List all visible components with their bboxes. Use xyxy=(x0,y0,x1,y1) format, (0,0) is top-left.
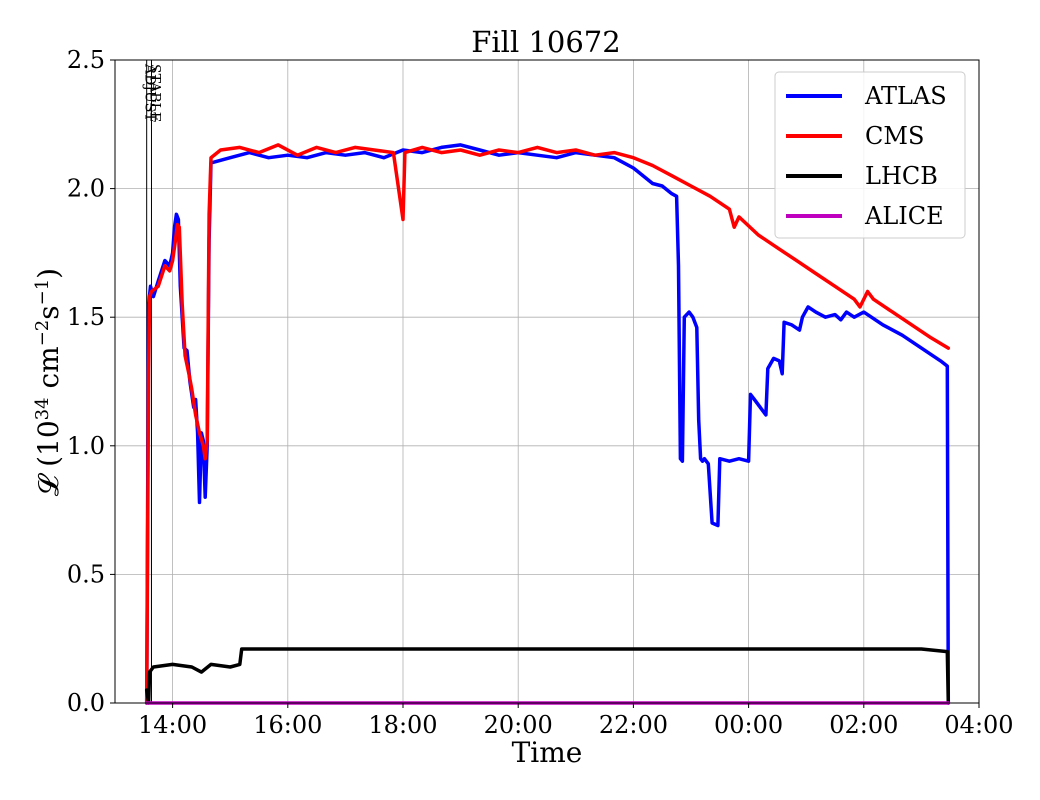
plot-frame xyxy=(114,59,980,704)
legend-label-alice: ALICE xyxy=(864,202,944,230)
x-tick-label: 00:00 xyxy=(714,711,783,739)
y-tick-label: 1.0 xyxy=(67,432,105,460)
x-tick-label: 18:00 xyxy=(368,711,437,739)
x-tick-label: 20:00 xyxy=(484,711,553,739)
legend: ATLAS CMS LHCB ALICE xyxy=(774,71,966,239)
x-tick-label: 02:00 xyxy=(829,711,898,739)
phase-marker-label: STABLE xyxy=(146,64,162,122)
series-line-cms xyxy=(144,143,951,705)
legend-frame xyxy=(774,71,966,239)
legend-label-cms: CMS xyxy=(865,122,924,150)
x-tick-label: 14:00 xyxy=(138,711,207,739)
x-tick-label: 16:00 xyxy=(253,711,322,739)
legend-label-lhcb: LHCB xyxy=(865,162,938,190)
x-tick-label: 22:00 xyxy=(599,711,668,739)
y-tick-label: 2.5 xyxy=(67,46,105,74)
series-line-lhcb xyxy=(144,647,951,705)
y-axis-label: 𝓛 (1034 cm−2s−1) xyxy=(32,268,66,496)
phase-marker-label: ADJUST xyxy=(142,63,158,122)
series-line-atlas xyxy=(144,143,951,705)
chart-title: Fill 10672 xyxy=(471,25,620,59)
y-tick-label: 1.5 xyxy=(67,303,105,331)
x-tick-label: 04:00 xyxy=(944,711,1013,739)
x-axis-label: Time xyxy=(512,736,583,769)
axis-ticks: 14:00 16:00 18:00 20:00 22:00 00:00 02:00 04:00… xyxy=(67,46,1014,739)
y-tick-label: 0.0 xyxy=(67,689,105,717)
y-tick-label: 2.0 xyxy=(67,175,105,203)
y-tick-label: 0.5 xyxy=(67,560,105,588)
legend-label-atlas: ATLAS xyxy=(864,82,947,110)
